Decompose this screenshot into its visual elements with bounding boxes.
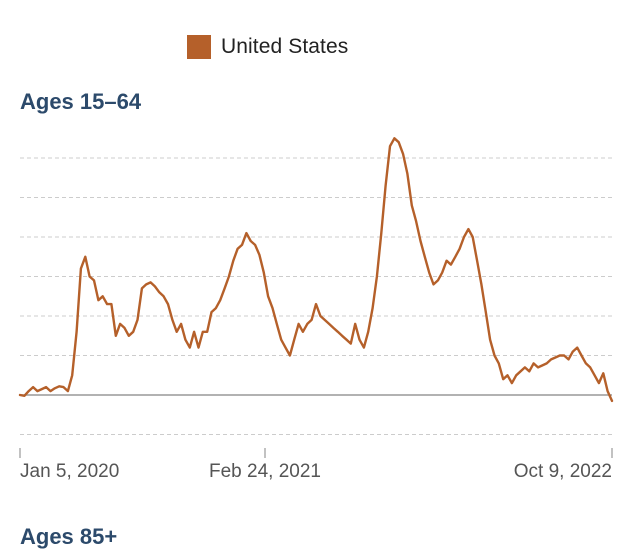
x-tick-label: Jan 5, 2020	[20, 461, 119, 482]
panel-title-ages-85-plus: Ages 85+	[20, 524, 118, 549]
x-axis: Jan 5, 2020 Feb 24, 2021 Oct 9, 2022	[19, 448, 613, 482]
line-chart: Jan 5, 2020 Feb 24, 2021 Oct 9, 2022	[18, 137, 614, 482]
x-tick-label: Oct 9, 2022	[514, 461, 612, 482]
legend-swatch	[187, 35, 211, 59]
series-line-united-states	[18, 137, 614, 403]
x-tick-label: Feb 24, 2021	[209, 461, 321, 482]
panel-title-ages-15-64: Ages 15–64	[20, 89, 142, 114]
legend-label-united-states: United States	[221, 35, 349, 58]
legend: United States	[187, 34, 348, 60]
series-layer	[18, 137, 614, 403]
gridlines	[20, 157, 612, 435]
